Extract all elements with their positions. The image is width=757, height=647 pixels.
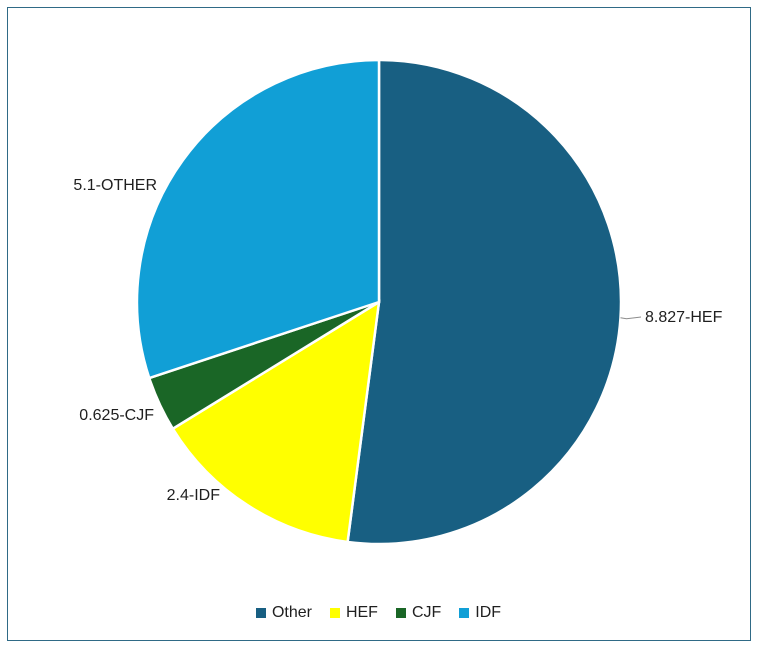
pie-slice-idf — [135, 58, 381, 380]
legend-label: IDF — [475, 604, 502, 621]
data-label-other: 8.827-HEF — [645, 309, 723, 326]
legend-swatch — [395, 608, 406, 618]
leader-line — [620, 316, 642, 320]
data-label-idf: 5.1-OTHER — [73, 177, 157, 194]
legend-swatch — [329, 608, 340, 618]
legend-item-hef: HEF — [329, 604, 378, 622]
pie-slice-other — [346, 58, 623, 546]
legend-swatch — [255, 608, 266, 618]
data-label-hef: 2.4-IDF — [167, 487, 221, 504]
data-label-cjf: 0.625-CJF — [79, 407, 154, 424]
legend-label: Other — [271, 604, 312, 621]
legend-item-other: Other — [255, 604, 312, 622]
pie-slice-hef — [171, 299, 381, 544]
legend-label: CJF — [411, 604, 442, 621]
legend-item-cjf: CJF — [395, 604, 442, 622]
chart-legend: Other HEF CJF IDF — [0, 604, 757, 622]
legend-item-idf: IDF — [459, 604, 501, 622]
legend-swatch — [459, 608, 470, 618]
legend-label: HEF — [345, 604, 378, 621]
